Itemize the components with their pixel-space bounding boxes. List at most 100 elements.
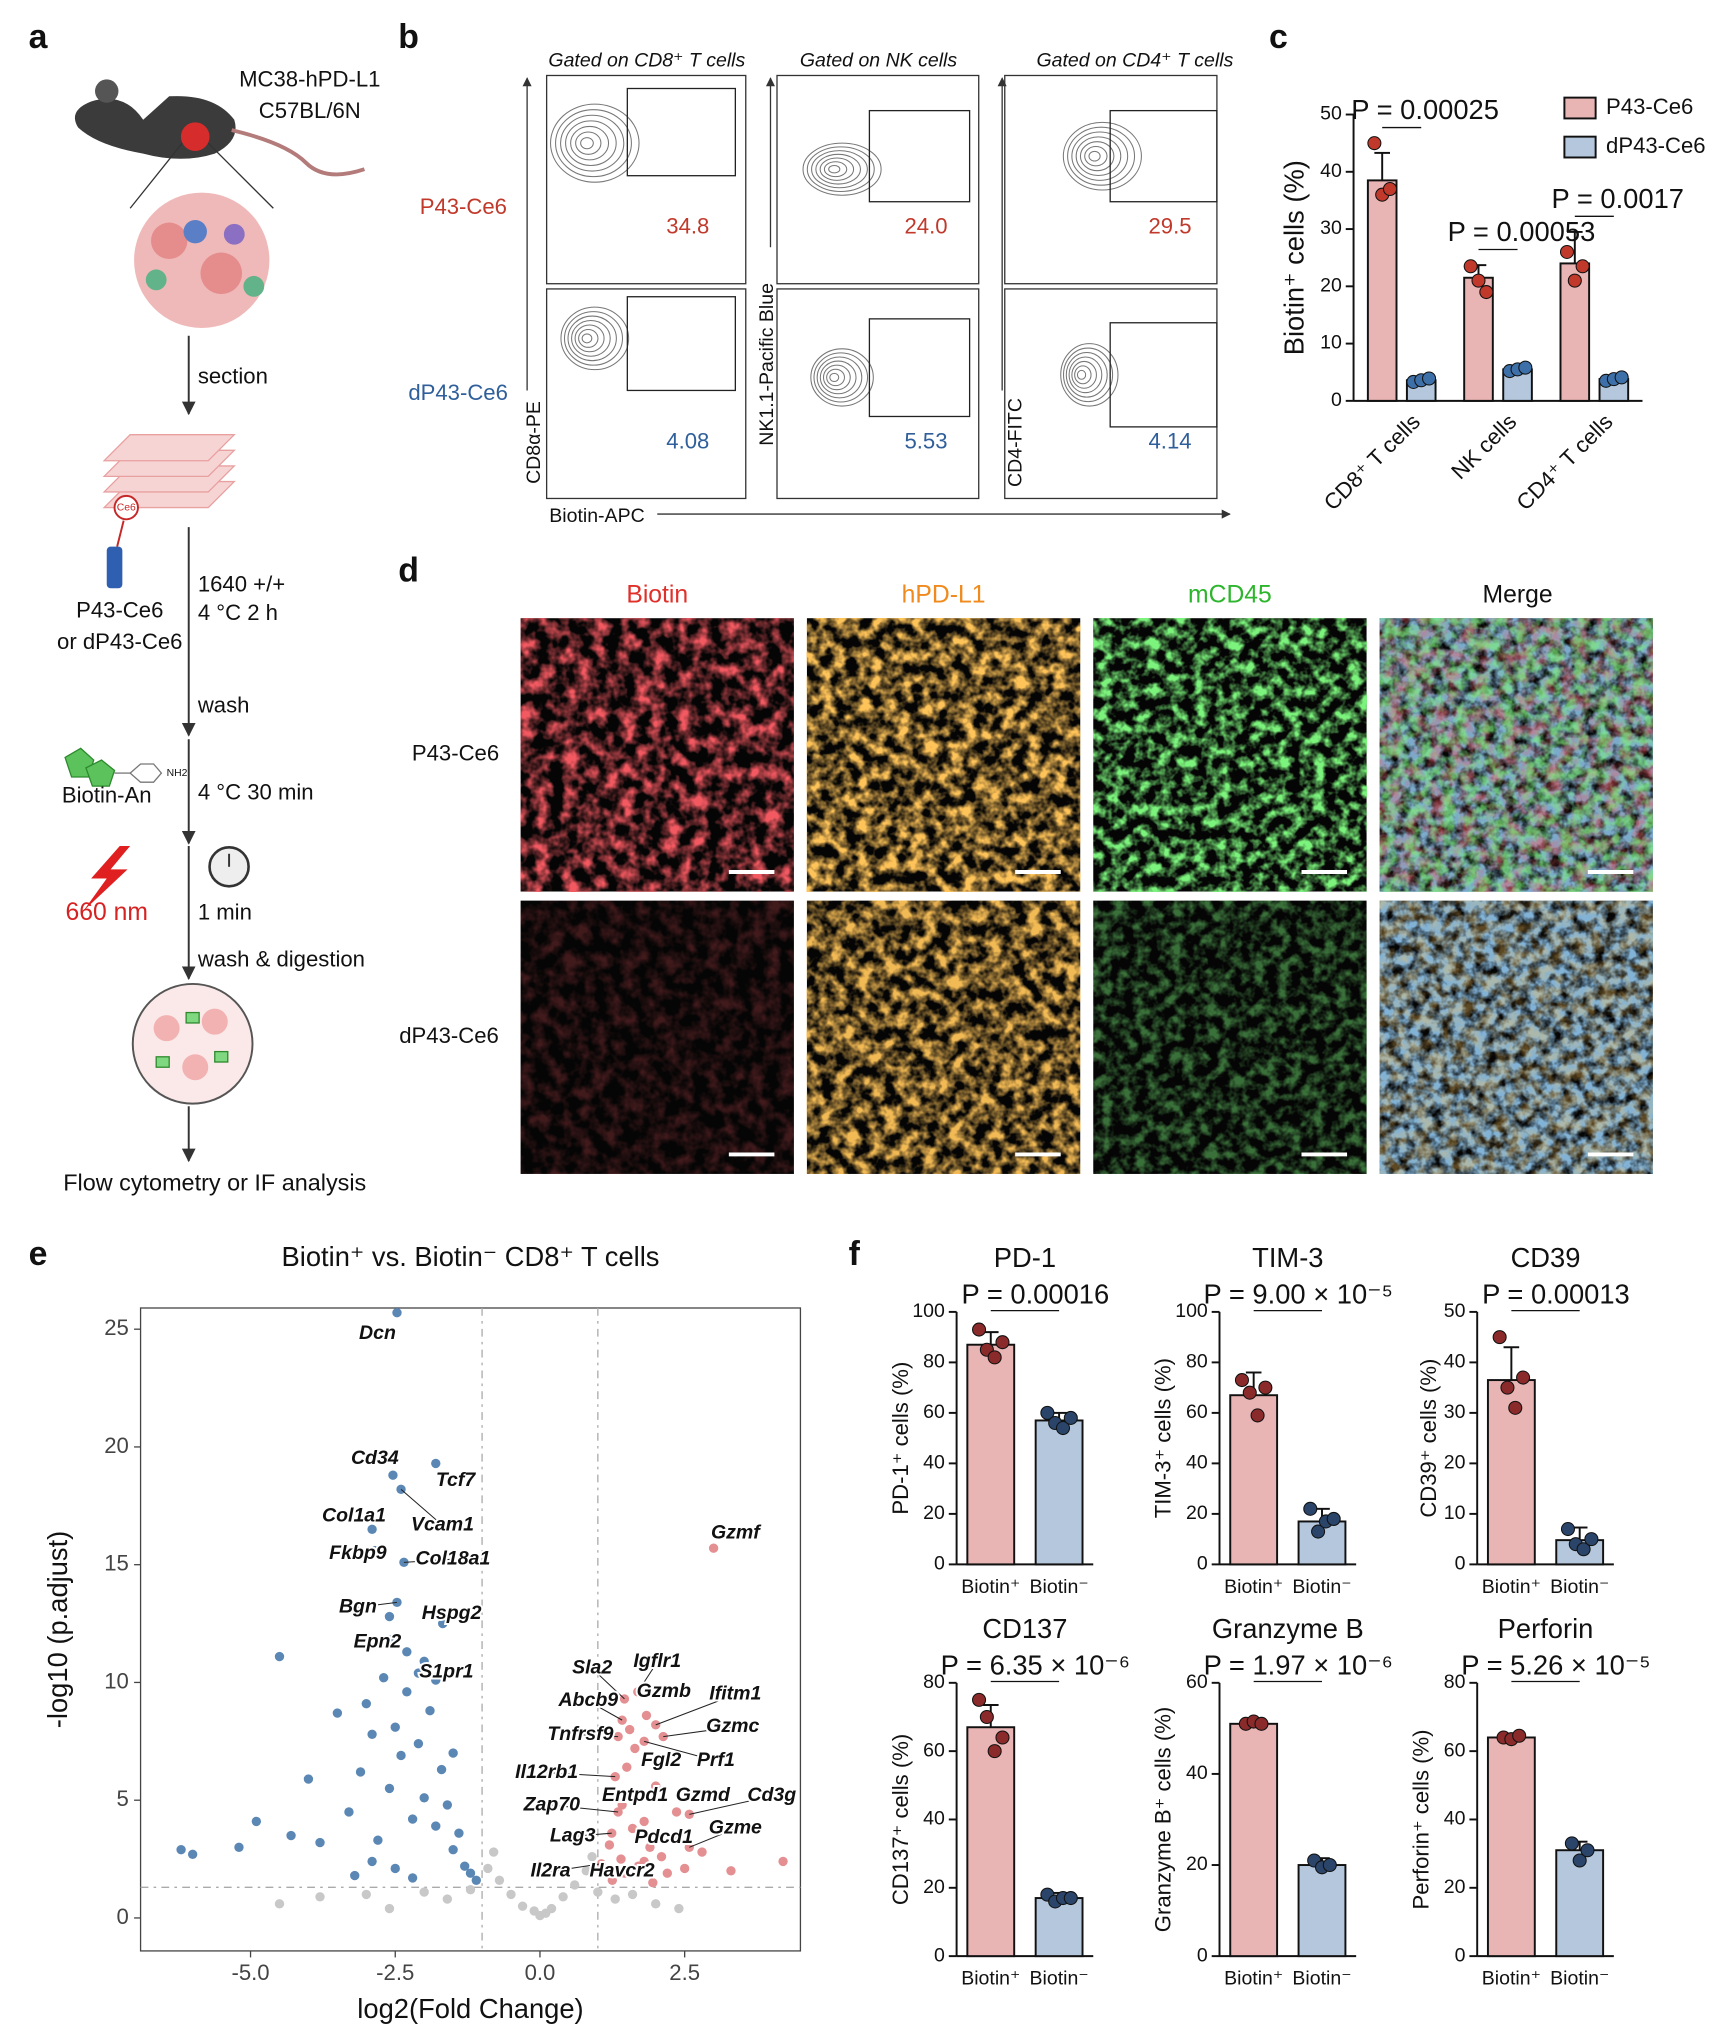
data-point: [1063, 1891, 1078, 1906]
y-tick-label: 20: [1186, 1853, 1208, 1875]
data-point: [517, 1901, 528, 1911]
data-point: [639, 1856, 649, 1867]
contour: [578, 328, 599, 348]
data-point: [407, 1814, 418, 1824]
data-point: [367, 1856, 377, 1867]
data-point: [187, 1849, 198, 1860]
flow-plot-frame: [776, 288, 980, 500]
micrograph-channel: [1093, 900, 1367, 1174]
data-point: [624, 1724, 635, 1735]
data-point: [384, 1783, 395, 1794]
leader-line: [591, 1668, 625, 1700]
micrograph-channel: [806, 618, 1081, 892]
schematic: MC38-hPD-L1 C57BL/6N section Ce6 1640 +/…: [57, 67, 380, 1196]
contour: [580, 137, 594, 150]
data-point: [315, 1892, 325, 1902]
data-point: [1518, 360, 1533, 375]
data-point: [1055, 1421, 1071, 1436]
data-point: [1576, 1542, 1591, 1557]
data-point: [465, 1885, 476, 1895]
contour: [815, 153, 862, 185]
reagent: Biotin-An: [62, 782, 152, 807]
contour: [1084, 145, 1108, 167]
data-point: [1516, 1370, 1531, 1385]
x-tick-label: 0.0: [525, 1960, 556, 1985]
y-tick-label: 0: [934, 1944, 945, 1966]
data-point: [987, 1744, 1002, 1759]
micrograph-channel: [806, 900, 1081, 1174]
data-point: [419, 1656, 429, 1666]
data-point: [726, 1866, 736, 1876]
contour: [1071, 360, 1097, 389]
readout: Flow cytometry or IF analysis: [63, 1170, 366, 1196]
p-value: P = 1.97 × 10⁻⁶: [1204, 1649, 1393, 1680]
bar: [1555, 1849, 1605, 1958]
reagent: P43-Ce6: [76, 598, 163, 623]
data-point: [494, 1875, 505, 1885]
contour: [806, 146, 875, 193]
data-point: [1560, 1522, 1576, 1537]
y-tick-label: 0: [1197, 1944, 1208, 1966]
data-point: [234, 1842, 244, 1852]
data-point: [438, 1618, 448, 1629]
x-tick-label: Biotin⁺: [961, 1576, 1020, 1598]
data-point: [972, 1322, 987, 1337]
gene-label: Epn2: [354, 1631, 402, 1653]
y-tick-label: 25: [104, 1315, 129, 1340]
leader-line: [580, 1734, 619, 1738]
data-point: [378, 1673, 389, 1683]
mouse-tail: [231, 128, 366, 177]
chart-title: Granzyme B: [1212, 1613, 1364, 1644]
data-point: [431, 1821, 441, 1831]
x-tick-label: -5.0: [231, 1960, 269, 1985]
data-point: [1367, 136, 1382, 151]
data-point: [344, 1807, 354, 1817]
data-point: [645, 1842, 655, 1852]
bar: [1229, 1722, 1279, 1958]
data-point: [1242, 1385, 1257, 1400]
data-point: [448, 1844, 458, 1855]
gene-label: Sla2: [572, 1657, 612, 1679]
data-point: [972, 1692, 987, 1707]
data-point: [367, 1729, 377, 1739]
contour: [555, 109, 632, 178]
data-point: [1580, 1843, 1595, 1858]
data-point: [1254, 1716, 1269, 1731]
gate: [1109, 322, 1218, 428]
contour: [1068, 356, 1103, 394]
data-point: [367, 1524, 377, 1535]
leader-line: [637, 1661, 658, 1693]
leader-line: [357, 1601, 398, 1608]
contour: [560, 306, 630, 371]
data-point: [286, 1830, 296, 1841]
y-axis-label: CD137⁺ cells (%): [888, 1734, 913, 1905]
data-point: [697, 1847, 707, 1857]
gate-value: 24.0: [904, 214, 947, 239]
p-value: P = 0.00016: [962, 1278, 1110, 1309]
data-point: [1234, 1373, 1249, 1388]
y-axis-label: -log10 (p.adjust): [42, 1531, 73, 1728]
data-point: [350, 1870, 360, 1881]
data-point: [483, 1863, 493, 1874]
step: 1 min: [198, 899, 252, 924]
bar: [1034, 1897, 1084, 1958]
data-point: [373, 1835, 383, 1845]
cell: [182, 1054, 209, 1081]
gene-label: Col18a1: [415, 1547, 490, 1569]
x-tick-label: Biotin⁻: [1550, 1968, 1609, 1990]
leader-line: [550, 1863, 602, 1873]
y-tick-label: 80: [923, 1671, 945, 1693]
gene-label: Dcn: [359, 1322, 396, 1344]
data-point: [402, 1687, 412, 1697]
x-axis-label: log2(Fold Change): [357, 1993, 583, 2024]
contour: [565, 120, 617, 166]
gate-title: Gated on NK cells: [800, 49, 958, 71]
data-point: [465, 1868, 476, 1878]
data-point: [407, 1873, 418, 1883]
x-tick-label: CD4⁺ T cells: [1511, 409, 1617, 515]
step: 4 °C 30 min: [198, 780, 314, 805]
y-tick-label: 0: [1455, 1944, 1466, 1966]
contour: [823, 161, 848, 178]
data-point: [662, 1868, 672, 1878]
data-point: [488, 1847, 499, 1857]
